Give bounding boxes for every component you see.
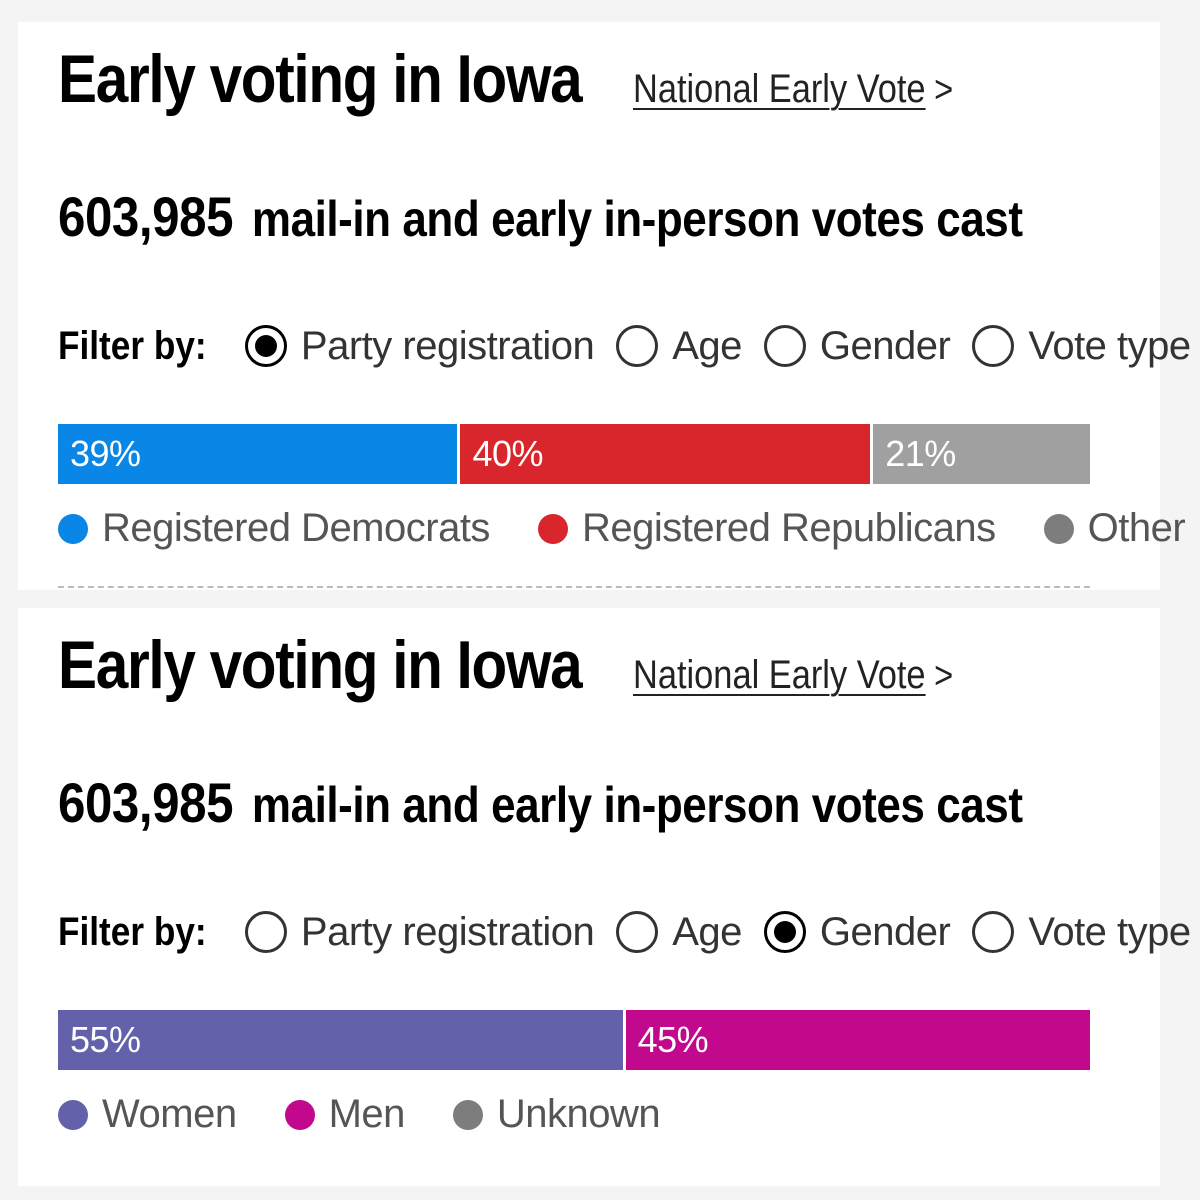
radio-unselected-icon[interactable]: [972, 911, 1015, 953]
votes-description: mail-in and early in-person votes cast: [251, 191, 1023, 247]
legend-dot-icon: [284, 1099, 315, 1130]
chevron-right-icon: >: [934, 69, 954, 111]
chevron-right-icon: >: [934, 655, 954, 697]
title-row: Early voting in Iowa National Early Vote…: [58, 40, 1005, 140]
filter-row: Filter by: Party registration Age Gender…: [58, 318, 1200, 374]
radio-unselected-icon[interactable]: [616, 325, 659, 367]
legend-item-other: Other: [1043, 506, 1186, 551]
bar-segment: 21%: [873, 424, 1090, 484]
page-title: Early voting in Iowa: [58, 41, 583, 117]
national-early-vote-link-text: National Early Vote: [633, 67, 926, 111]
radio-unselected-icon[interactable]: [244, 911, 287, 953]
filter-option-age[interactable]: Age: [616, 910, 742, 955]
title-row: Early voting in Iowa National Early Vote…: [58, 626, 1005, 726]
dashed-divider: [58, 586, 1090, 588]
bar-segment: 39%: [58, 424, 461, 484]
filter-option-age[interactable]: Age: [616, 324, 742, 369]
filter-option-label: Party registration: [300, 909, 595, 954]
filter-option-party[interactable]: Party registration: [244, 909, 595, 955]
national-early-vote-link[interactable]: National Early Vote >: [633, 653, 953, 698]
early-vote-panel-party: Early voting in Iowa National Early Vote…: [18, 22, 1191, 590]
filter-option-vote-type[interactable]: Vote type: [972, 909, 1191, 955]
legend-dot-icon: [58, 1099, 88, 1130]
votes-count: 603,985: [58, 771, 234, 834]
national-early-vote-link[interactable]: National Early Vote >: [633, 67, 953, 112]
filter-label: Filter by:: [58, 909, 207, 954]
filter-option-gender[interactable]: Gender: [763, 323, 951, 369]
legend-label: Women: [102, 1092, 237, 1136]
filter-option-party[interactable]: Party registration: [244, 323, 595, 369]
votes-summary: 603,985 mail-in and early in-person vote…: [58, 770, 1023, 835]
filter-option-label: Vote type: [1028, 909, 1191, 954]
legend-dot-icon: [58, 513, 88, 544]
legend-label: Unknown: [496, 1092, 661, 1136]
bar-segment: 45%: [625, 1010, 1090, 1070]
legend-dot-icon: [452, 1099, 483, 1130]
filter-option-label: Party registration: [300, 323, 595, 368]
filter-option-label: Age: [672, 323, 742, 368]
national-early-vote-link-text: National Early Vote: [633, 653, 926, 697]
filter-option-label: Gender: [819, 323, 951, 368]
legend-dot-icon: [1043, 513, 1074, 544]
radio-selected-icon[interactable]: [244, 325, 287, 367]
legend-item-men: Men: [284, 1092, 406, 1137]
votes-summary: 603,985 mail-in and early in-person vote…: [58, 184, 1023, 249]
legend-label: Registered Democrats: [102, 506, 490, 550]
radio-unselected-icon[interactable]: [616, 911, 659, 953]
filter-option-vote-type[interactable]: Vote type: [972, 323, 1191, 369]
radio-unselected-icon[interactable]: [763, 325, 806, 367]
legend-label: Other: [1087, 506, 1186, 550]
legend-item-women: Women: [58, 1092, 237, 1137]
party-share-bar: 39% 40% 21%: [58, 424, 1090, 484]
party-legend: Registered Democrats Registered Republic…: [58, 506, 1200, 551]
filter-option-gender[interactable]: Gender: [763, 909, 951, 955]
legend-item-unknown: Unknown: [452, 1092, 661, 1137]
legend-dot-icon: [537, 513, 568, 544]
bar-segment: 55%: [58, 1010, 626, 1070]
votes-count: 603,985: [58, 185, 234, 248]
filter-option-label: Vote type: [1028, 323, 1191, 368]
early-vote-panel-gender: Early voting in Iowa National Early Vote…: [18, 608, 1191, 1186]
radio-selected-icon[interactable]: [763, 911, 806, 953]
filter-label: Filter by:: [58, 323, 207, 368]
filter-option-label: Gender: [819, 909, 951, 954]
legend-label: Men: [328, 1092, 406, 1136]
page-title: Early voting in Iowa: [58, 627, 583, 703]
legend-item-democrats: Registered Democrats: [58, 506, 490, 551]
gender-legend: Women Men Unknown: [58, 1092, 708, 1137]
legend-item-republicans: Registered Republicans: [537, 506, 996, 551]
gender-share-bar: 55% 45%: [58, 1010, 1090, 1070]
radio-unselected-icon[interactable]: [972, 325, 1015, 367]
legend-label: Registered Republicans: [581, 506, 996, 550]
bar-segment: 40%: [460, 424, 874, 484]
votes-description: mail-in and early in-person votes cast: [251, 777, 1023, 833]
filter-row: Filter by: Party registration Age Gender…: [58, 904, 1200, 960]
filter-option-label: Age: [672, 909, 742, 954]
